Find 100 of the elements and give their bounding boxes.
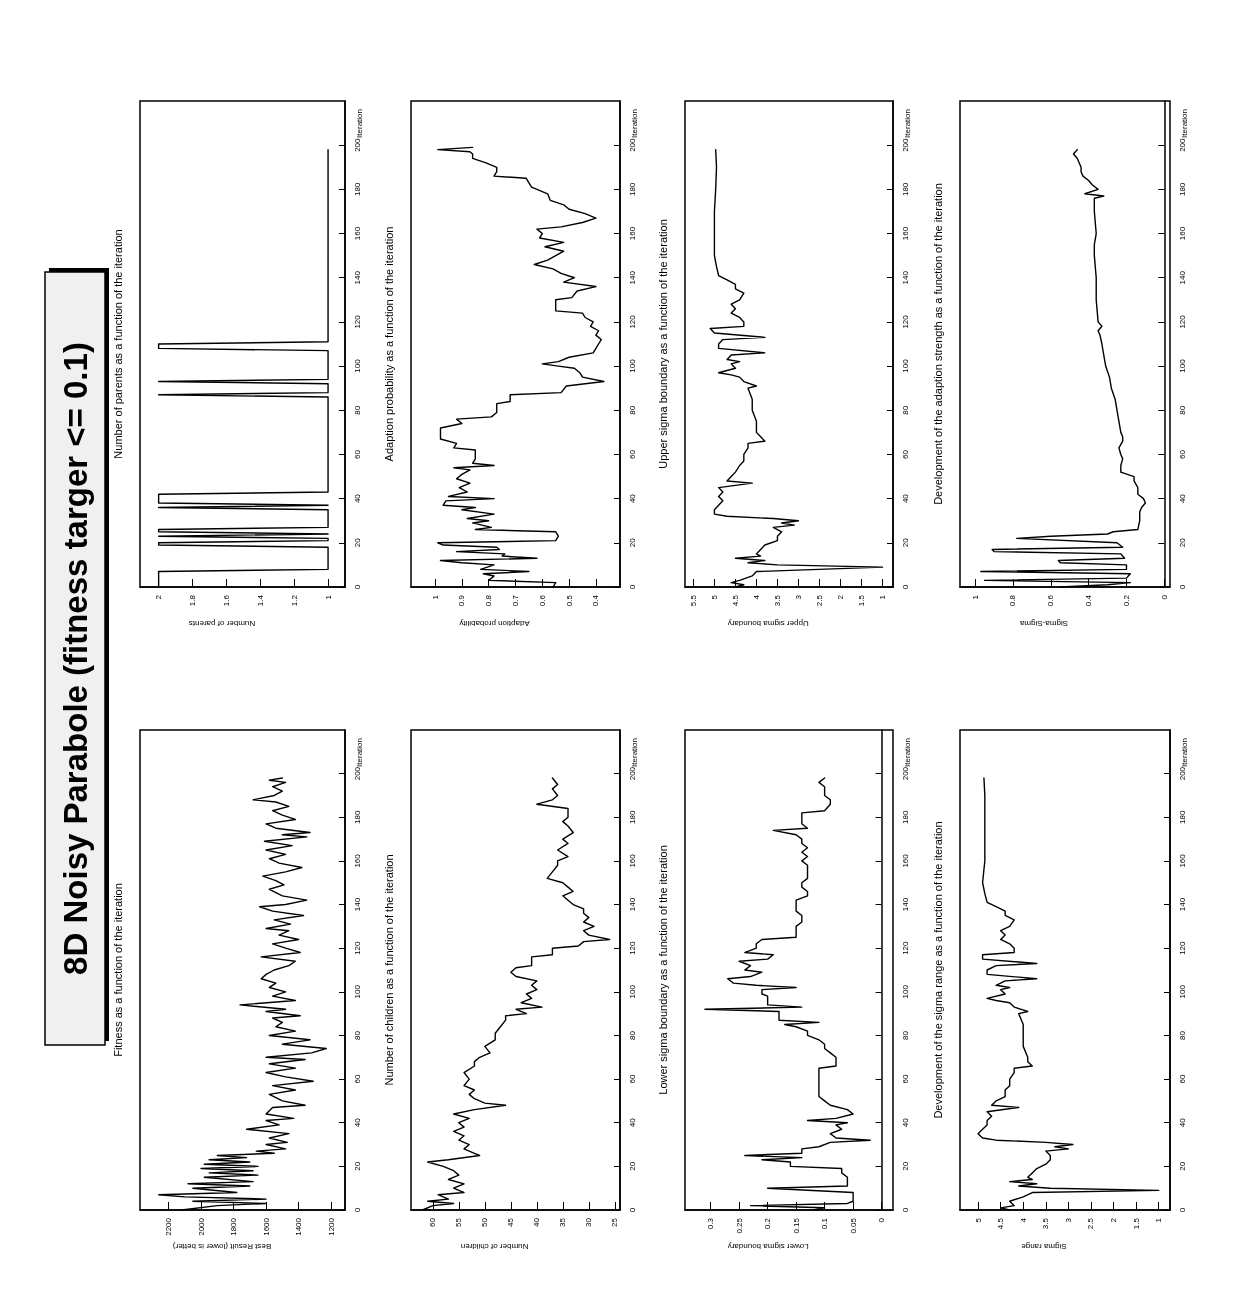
y-tick-label: 80 — [900, 405, 910, 415]
x-tick-label: 0.8 — [1008, 594, 1018, 607]
x-axis-title: Upper sigma boundary — [727, 618, 809, 628]
y-tick-label: 140 — [627, 897, 637, 912]
y-axis-title: Iteration — [629, 109, 639, 138]
x-axis-title: Adaption probability — [459, 618, 530, 628]
y-tick-label: 180 — [900, 182, 910, 197]
y-tick-label: 80 — [900, 1030, 910, 1040]
x-tick-label: 1.2 — [289, 594, 299, 607]
x-tick-label: 5 — [973, 1217, 983, 1223]
y-tick-label: 40 — [900, 493, 910, 504]
text: Fitness as a function of the iteration — [112, 883, 124, 1057]
x-tick-label: 1.5 — [1131, 1217, 1141, 1230]
x-tick-label: 2.5 — [814, 594, 824, 607]
y-tick-label: 80 — [1177, 1030, 1187, 1040]
y-tick-label: 20 — [352, 1161, 362, 1171]
y-tick-label: 100 — [900, 984, 910, 999]
x-tick-label: 0.2 — [1121, 594, 1131, 607]
x-axis-title: Lower sigma boundary — [727, 1241, 809, 1251]
x-tick-label: 1.8 — [188, 594, 198, 607]
y-tick-label: 140 — [1177, 897, 1187, 912]
x-tick-label: 1 — [970, 594, 980, 600]
y-tick-label: 160 — [1177, 853, 1187, 868]
y-tick-label: 180 — [1177, 810, 1187, 824]
x-tick-label: 5 — [709, 594, 719, 600]
y-tick-label: 140 — [1177, 270, 1187, 285]
x-tick-label: 0.3 — [706, 1217, 716, 1230]
y-axis-title: Iteration — [1179, 738, 1189, 767]
y-tick-label: 120 — [900, 314, 910, 329]
x-tick-label: 55 — [454, 1217, 464, 1227]
x-tick-label: 60 — [428, 1217, 438, 1227]
x-tick-label: 4.5 — [996, 1217, 1006, 1230]
y-tick-label: 160 — [900, 226, 910, 241]
x-tick-label: 1800 — [229, 1217, 239, 1236]
x-tick-label: 1 — [877, 594, 887, 600]
y-tick-label: 140 — [900, 270, 910, 285]
x-tick-label: 5.5 — [688, 594, 698, 607]
y-tick-label: 60 — [900, 1074, 910, 1084]
y-tick-label: 40 — [900, 1117, 910, 1128]
x-tick-label: 30 — [584, 1217, 594, 1227]
x-tick-label: 1400 — [294, 1217, 304, 1236]
x-tick-label: 0.25 — [734, 1217, 744, 1234]
x-axis-title: Best Result (lower is better) — [172, 1241, 272, 1251]
y-tick-label: 100 — [1177, 358, 1187, 373]
x-tick-label: 3 — [1063, 1217, 1073, 1223]
y-tick-label: 20 — [900, 537, 910, 548]
y-tick-label: 100 — [900, 358, 910, 373]
y-tick-label: 20 — [352, 537, 362, 548]
text: Number of children as a function of the iteration — [383, 854, 395, 1086]
y-axis-title: Iteration — [354, 109, 364, 138]
y-tick-label: 100 — [352, 358, 362, 373]
text: Lower sigma boundary as a function of the iteration — [657, 845, 669, 1095]
x-tick-label: 0.8 — [484, 594, 494, 607]
x-tick-label: 2 — [154, 594, 164, 600]
y-tick-label: 40 — [1177, 1117, 1187, 1128]
x-tick-label: 0.6 — [1046, 594, 1056, 607]
y-tick-label: 20 — [627, 1161, 637, 1171]
x-tick-label: 1 — [430, 594, 440, 600]
y-tick-label: 20 — [1177, 1161, 1187, 1171]
y-tick-label: 120 — [900, 940, 910, 955]
y-tick-label: 60 — [352, 1074, 362, 1084]
x-tick-label: 1 — [323, 594, 333, 600]
x-tick-label: 3.5 — [1041, 1217, 1051, 1230]
y-tick-label: 80 — [352, 405, 362, 415]
x-tick-label: 3.5 — [772, 594, 782, 607]
text: Adaption probability as a function of the iteration — [383, 226, 395, 462]
y-tick-label: 160 — [1177, 226, 1187, 241]
x-tick-label: 1200 — [326, 1217, 336, 1236]
y-tick-label: 60 — [1177, 449, 1187, 459]
y-tick-label: 140 — [352, 270, 362, 285]
x-tick-label: 2 — [835, 594, 845, 600]
x-tick-label: 40 — [532, 1217, 542, 1227]
text: Upper sigma boundary as a function of the iteration — [657, 219, 669, 469]
y-tick-label: 60 — [1177, 1074, 1187, 1084]
y-tick-label: 80 — [352, 1030, 362, 1040]
text: Number of parents as a function of the iteration — [112, 229, 124, 459]
y-tick-label: 140 — [900, 897, 910, 912]
y-tick-label: 100 — [352, 984, 362, 999]
x-tick-label: 0.6 — [537, 594, 547, 607]
y-axis-title: Iteration — [354, 738, 364, 767]
x-tick-label: 4 — [751, 594, 761, 600]
y-tick-label: 180 — [1177, 182, 1187, 197]
text: Development of the sigma range as a function of the iteration — [932, 821, 944, 1119]
x-axis-title: Sigma range — [1020, 1241, 1067, 1251]
x-tick-label: 0 — [877, 1217, 887, 1223]
y-tick-label: 60 — [627, 449, 637, 459]
y-tick-label: 20 — [627, 537, 637, 548]
x-tick-label: 2.5 — [1086, 1217, 1096, 1230]
y-axis-title: Iteration — [629, 738, 639, 767]
x-tick-label: 2000 — [196, 1217, 206, 1236]
x-axis-title: Sigma-Sigma — [1019, 618, 1069, 628]
x-tick-label: 0 — [1159, 594, 1169, 600]
y-tick-label: 60 — [900, 449, 910, 459]
y-tick-label: 0 — [352, 1207, 362, 1213]
y-tick-label: 0 — [1177, 1207, 1187, 1213]
x-tick-label: 1 — [1154, 1217, 1164, 1223]
x-tick-label: 4.5 — [730, 594, 740, 607]
x-tick-label: 45 — [506, 1217, 516, 1227]
y-tick-label: 40 — [1177, 493, 1187, 504]
text: Development of the adaption strength as a function of the iteration — [932, 183, 944, 505]
